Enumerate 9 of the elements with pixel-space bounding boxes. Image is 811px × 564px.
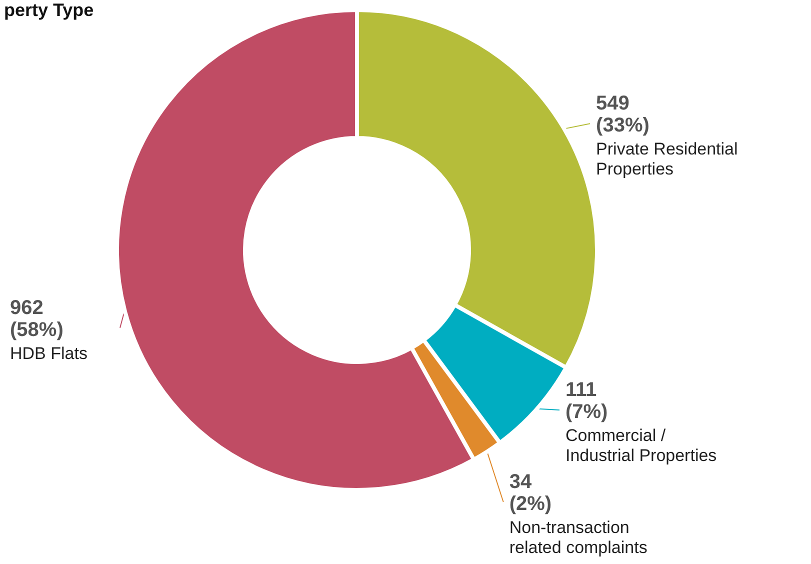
slice-label: Non-transaction related complaints [509, 518, 648, 557]
data-label: 962 (58%) [10, 296, 64, 341]
slice-label: Private Residential Properties [596, 140, 738, 179]
slice-label: Commercial / Industrial Properties [565, 426, 717, 465]
chart-title: perty Type [4, 0, 94, 20]
data-label: 549 (33%) [596, 92, 650, 137]
data-label: 111 (7%) [565, 379, 608, 423]
data-label: 34 (2%) [509, 471, 552, 515]
slice-label: HDB Flats [10, 344, 88, 363]
